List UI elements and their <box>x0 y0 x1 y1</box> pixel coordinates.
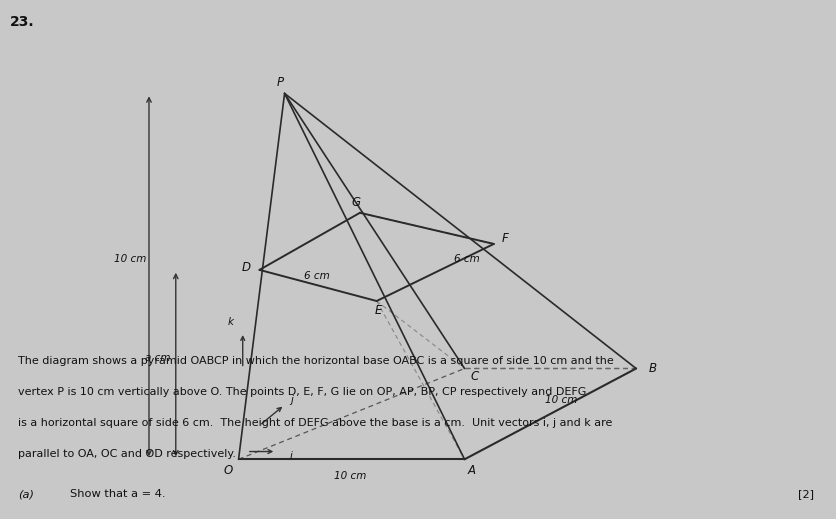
Text: (a): (a) <box>18 489 34 499</box>
Text: P: P <box>277 75 283 89</box>
Text: E: E <box>375 304 381 317</box>
Text: B: B <box>648 362 656 375</box>
Text: G: G <box>351 196 359 209</box>
Text: i: i <box>289 450 293 461</box>
Text: O: O <box>223 464 233 477</box>
Text: is a horizontal square of side 6 cm.  The height of DEFG above the base is a cm.: is a horizontal square of side 6 cm. The… <box>18 418 612 428</box>
Text: k: k <box>227 317 234 327</box>
Text: F: F <box>502 232 508 245</box>
Text: C: C <box>470 370 478 384</box>
Text: Show that a = 4.: Show that a = 4. <box>70 489 166 499</box>
Text: 10 cm: 10 cm <box>544 394 576 405</box>
Text: 10 cm: 10 cm <box>114 254 145 265</box>
Text: 6 cm: 6 cm <box>454 254 479 265</box>
Text: vertex P is 10 cm vertically above O. The points D, E, F, G lie on OP, AP, BP, C: vertex P is 10 cm vertically above O. Th… <box>18 387 586 397</box>
Text: 6 cm: 6 cm <box>303 271 329 281</box>
Text: parallel to OA, OC and OD respectively.: parallel to OA, OC and OD respectively. <box>18 449 236 459</box>
Text: The diagram shows a pyramid OABCP in which the horizontal base OABC is a square : The diagram shows a pyramid OABCP in whi… <box>18 356 614 365</box>
Text: 23.: 23. <box>10 15 34 29</box>
Text: 10 cm: 10 cm <box>334 471 365 482</box>
Text: j: j <box>289 394 293 405</box>
Text: a cm: a cm <box>145 353 170 363</box>
Text: [2]: [2] <box>797 489 813 499</box>
Text: D: D <box>242 261 250 274</box>
Text: A: A <box>466 464 475 477</box>
